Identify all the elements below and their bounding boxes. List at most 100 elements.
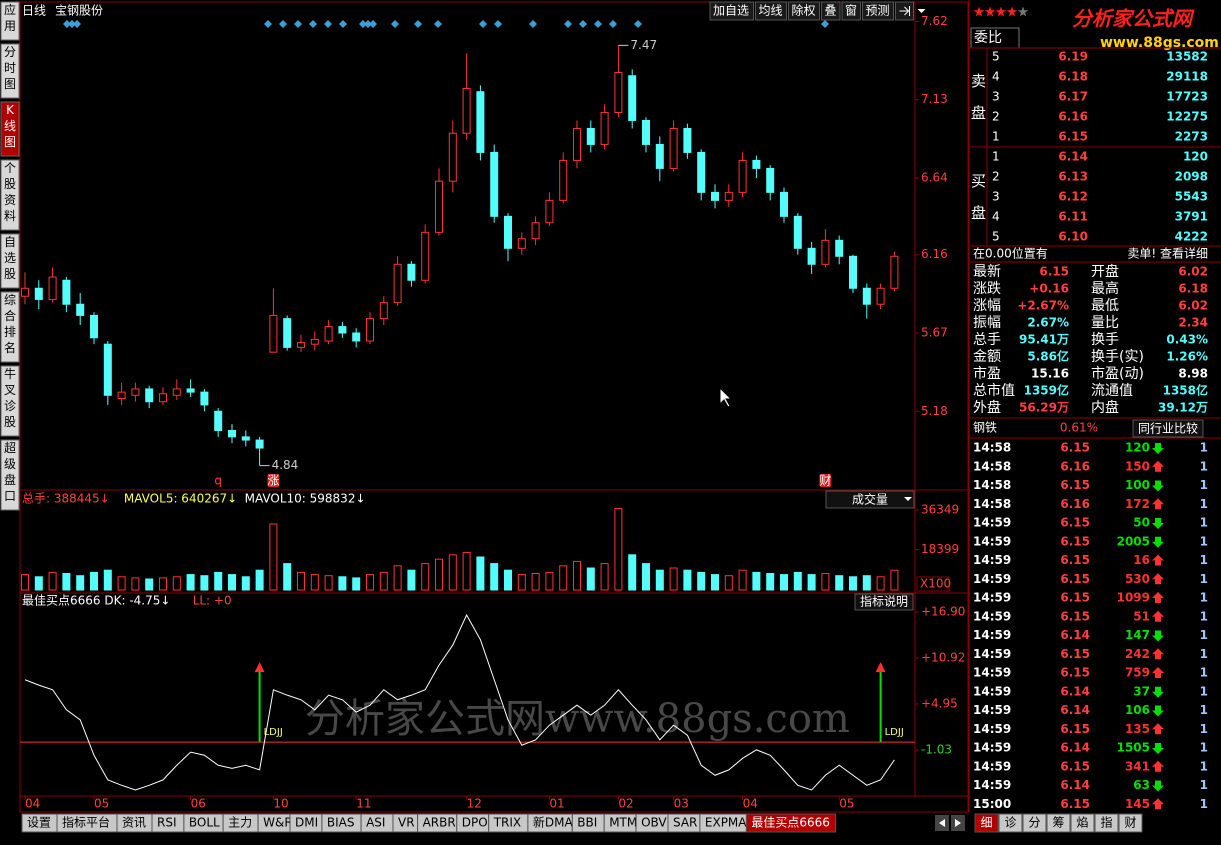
right-tab[interactable] [1070, 813, 1095, 833]
industry-button-label[interactable]: 同行业比较 [1138, 421, 1198, 436]
bottom-tab-label[interactable]: RSI [157, 816, 177, 830]
industry-button[interactable] [1132, 419, 1204, 438]
bottom-tab-label[interactable]: BIAS [327, 816, 355, 830]
left-tab-label[interactable]: 牛叉诊股 [4, 366, 16, 429]
bottom-tab-label[interactable]: 主力 [228, 816, 252, 830]
volume-bar [172, 576, 181, 591]
toolbar-button-label[interactable]: 均线 [759, 4, 783, 18]
left-tab[interactable] [0, 439, 20, 511]
left-tab-label[interactable]: 应用 [4, 2, 16, 33]
bottom-tab-label[interactable]: 设置 [27, 816, 51, 830]
bottom-tab-label[interactable]: VR [398, 816, 415, 830]
left-tab[interactable] [0, 101, 20, 157]
toolbar-button[interactable] [821, 1, 841, 21]
tick-count: 1 [1200, 741, 1208, 755]
y-tick-label: 6.64 [921, 170, 948, 184]
toolbar-button-label[interactable]: 除权 [792, 3, 816, 18]
candle-body [241, 436, 250, 441]
right-tab[interactable] [1022, 813, 1047, 833]
event-label[interactable]: 财 [819, 474, 831, 488]
left-tab-label[interactable]: 个股资料 [4, 161, 16, 223]
event-label[interactable]: 涨 [267, 473, 279, 488]
volume-bar [62, 572, 71, 591]
candle-body [48, 276, 57, 300]
left-tab-label[interactable]: K 线图 [4, 103, 16, 149]
right-tab[interactable] [974, 813, 999, 833]
indicator-button[interactable] [854, 593, 914, 611]
tick-price: 6.14 [1060, 684, 1090, 698]
event-label[interactable]: q [214, 474, 222, 488]
tick-price: 6.15 [1060, 759, 1090, 773]
bottom-tab-label[interactable]: MTM [609, 816, 637, 830]
bottom-tab[interactable] [745, 813, 837, 833]
indicator-button-label[interactable]: 指标说明 [860, 594, 908, 609]
event-diamond [63, 20, 71, 28]
dropdown-icon[interactable] [917, 9, 926, 13]
volume-bar [462, 552, 471, 591]
left-tab[interactable] [0, 233, 20, 289]
bottom-tab-label[interactable]: TRIX [493, 816, 521, 830]
left-tab[interactable] [0, 159, 20, 231]
bottom-tab-label[interactable]: OBV [641, 816, 667, 830]
bottom-tab-label[interactable]: DMI [295, 816, 318, 830]
left-tab-label[interactable]: 分时图 [4, 45, 16, 91]
right-tab[interactable] [1046, 813, 1071, 833]
tick-time: 14:58 [973, 441, 1011, 455]
quote-label: 市盈 [973, 365, 1001, 382]
event-diamond [434, 20, 442, 28]
right-tab-label[interactable]: 筹 [1052, 816, 1064, 830]
quote-value: 1.26% [1166, 350, 1208, 364]
candle-body [807, 247, 816, 265]
bottom-tab-label[interactable]: W&R [263, 816, 293, 830]
toolbar-button[interactable] [841, 1, 861, 21]
right-tab-label[interactable]: 焰 [1076, 815, 1088, 830]
tick-time: 14:58 [973, 459, 1011, 473]
right-tab-label[interactable]: 诊 [1004, 816, 1016, 830]
right-tab-label[interactable]: 细 [980, 816, 992, 830]
bottom-tab-label[interactable]: SAR [673, 816, 697, 830]
bottom-tab-label[interactable]: 最佳买点6666 [751, 816, 830, 830]
left-tab[interactable] [0, 1, 20, 41]
bottom-tab-label[interactable]: ASI [366, 816, 385, 830]
bottom-tab-label[interactable]: EXPMA [705, 816, 747, 830]
book-price: 6.12 [1058, 190, 1088, 204]
right-tab-label[interactable]: 指 [1100, 815, 1112, 830]
left-tab[interactable] [0, 365, 20, 437]
left-tab-label[interactable]: 自选股 [4, 235, 16, 281]
right-tab-label[interactable]: 财 [1124, 816, 1136, 830]
bottom-tab-label[interactable]: DPO [462, 816, 488, 830]
toolbar-button-label[interactable]: 加自选 [713, 4, 749, 18]
toolbar-button[interactable] [862, 1, 894, 21]
toolbar-button[interactable] [709, 1, 754, 21]
tick-time: 14:59 [973, 759, 1011, 773]
left-tab-label[interactable]: 超级盘口 [4, 440, 16, 503]
bottom-tab-label[interactable]: 指标平台 [62, 815, 110, 830]
left-tab[interactable] [0, 291, 20, 363]
right-tab[interactable] [998, 813, 1023, 833]
toolbar-button[interactable] [788, 1, 820, 21]
period[interactable]: 日线 [22, 4, 46, 18]
quote-label: 换手(实) [1091, 348, 1144, 365]
book-volume: 2098 [1175, 170, 1208, 184]
left-tab[interactable] [0, 43, 20, 99]
toolbar-button-label[interactable]: 叠 [825, 4, 837, 18]
bottom-tab-label[interactable]: ARBR [423, 816, 456, 830]
volume-button-label[interactable]: 成交量 [852, 492, 888, 507]
notice-right[interactable]: 卖单! 查看详细 [1127, 246, 1208, 261]
right-tab-label[interactable]: 分 [1028, 816, 1040, 830]
bottom-tab-label[interactable]: BBI [577, 816, 597, 830]
bottom-tab-label[interactable]: BOLL [189, 816, 220, 830]
toolbar-button-label[interactable]: 窗 [845, 4, 857, 18]
volume-button[interactable] [825, 490, 915, 509]
right-tab[interactable] [1094, 813, 1119, 833]
dropdown-icon[interactable] [904, 497, 912, 501]
toolbar-button-label[interactable]: 预测 [866, 4, 890, 18]
bottom-tab-label[interactable]: 新DMA [533, 815, 574, 830]
left-tab-label[interactable]: 综合排名 [4, 293, 16, 355]
book-price: 6.11 [1058, 210, 1088, 224]
toolbar-button[interactable] [755, 1, 787, 21]
candle-body [379, 302, 388, 320]
right-tab[interactable] [1118, 813, 1143, 833]
tick-price: 6.15 [1060, 441, 1090, 455]
bottom-tab-label[interactable]: 资讯 [122, 816, 146, 830]
